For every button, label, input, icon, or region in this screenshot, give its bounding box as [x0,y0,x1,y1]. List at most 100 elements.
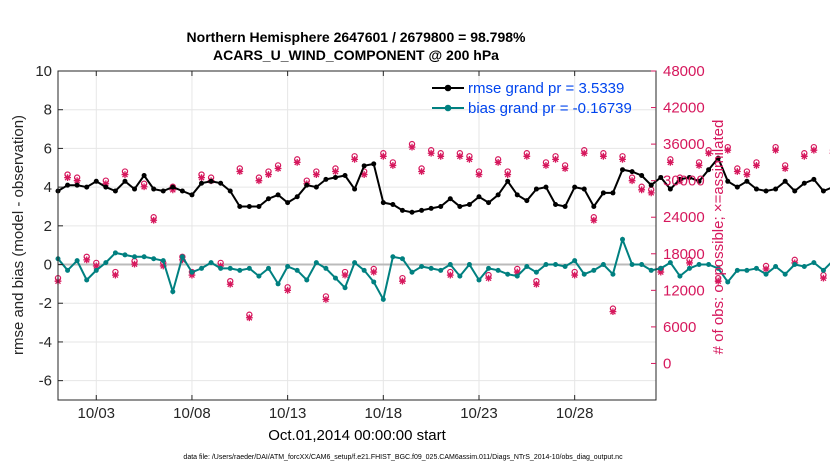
rmse-marker [744,178,750,184]
bias-marker [361,267,367,273]
obs-assimilated-marker [198,174,205,182]
obs-assimilated-marker [418,168,425,175]
x-axis-label: Oct.01,2014 00:00:00 start [268,427,446,444]
bias-marker [218,265,224,271]
rmse-marker [352,186,358,192]
obs-assimilated-marker [513,268,521,276]
bias-marker [246,265,252,271]
bias-marker [103,260,109,266]
x-axis: 10/03 10/08 10/13 10/18 10/23 10/28 [77,71,593,422]
bias-marker [753,265,759,271]
obs-assimilated-marker [332,168,339,175]
bias-marker [179,254,185,260]
obs-assimilated-marker [360,171,368,178]
obs-assimilated-marker [666,158,674,166]
bias-marker [486,265,492,271]
y-left-tick-label: 8 [44,102,52,119]
rmse-marker [466,202,472,208]
rmse-marker [380,200,386,206]
rmse-marker [122,178,128,184]
bias-marker [533,269,539,275]
rmse-marker [285,200,291,206]
rmse-marker [132,186,138,192]
rmse-marker [332,174,338,180]
bias-marker [773,263,779,269]
bias-marker [256,273,262,279]
y-axis-right: 48000 42000 36000 30000 24000 18000 12000 6000 0 [651,63,705,372]
rmse-marker [438,203,444,209]
bias-marker [686,265,692,271]
bias-marker [715,265,721,271]
bias-marker [677,273,683,279]
obs-assimilated-marker [590,216,598,224]
obs-assimilated-marker [284,286,292,294]
bias-marker [352,260,358,266]
obs-assimilated-marker [379,152,387,160]
rmse-marker [189,192,195,198]
bias-marker [782,271,788,277]
rmse-marker [505,178,511,184]
obs-assimilated-marker [274,165,282,172]
obs-assimilated-marker [628,177,636,185]
bias-marker [390,254,396,260]
legend-rmse-label: rmse grand pr = 3.5339 [468,80,624,97]
bias-marker [65,267,71,273]
rmse-marker [658,174,664,180]
bias-marker [629,262,635,268]
legend-bias-marker [444,104,452,112]
bias-marker [811,260,817,266]
obs-assimilated-marker [83,256,91,264]
rmse-marker [342,173,348,179]
obs-assimilated-marker [370,268,378,276]
bias-marker [141,254,147,260]
rmse-marker [160,188,166,194]
obs-assimilated-marker [753,162,760,169]
obs-assimilated-marker [733,168,741,175]
rmse-marker [265,196,271,202]
obs-assimilated-marker [657,268,665,276]
bias-marker [610,271,616,277]
y-left-tick-label: -6 [39,373,52,390]
rmse-marker [725,178,731,184]
rmse-marker [323,176,329,182]
obs-assimilated-marker [820,274,827,282]
rmse-marker [514,192,520,198]
bias-marker [696,262,702,268]
bias-marker [342,285,348,291]
obs-assimilated-marker [456,152,464,160]
y-right-tick-label: 6000 [663,319,696,336]
rmse-marker [447,196,453,202]
rmse-marker [792,188,798,194]
bias-marker [399,256,405,262]
obs-assimilated-marker [714,277,722,285]
y-right-tick-label: 42000 [663,100,705,117]
rmse-marker [753,186,759,192]
rmse-marker [275,192,281,198]
x-tick-label: 10/08 [173,405,211,422]
bias-marker [495,267,501,273]
bias-marker [667,260,673,266]
rmse-marker [495,192,501,198]
obs-assimilated-marker [255,177,263,185]
obs-assimilated-marker [437,152,445,160]
chart-title: Northern Hemisphere 2647601 / 2679800 = … [187,29,526,45]
bias-marker [122,252,128,258]
obs-assimilated-marker [446,271,454,279]
rmse-marker [667,186,673,192]
obs-assimilated-marker [542,162,550,169]
bias-marker [93,267,99,273]
bias-marker [332,275,338,281]
rmse-marker [361,163,367,169]
rmse-marker [620,167,626,173]
obs-assimilated-marker [322,296,330,303]
obs-assimilated-marker [312,171,320,178]
rmse-marker [390,202,396,208]
y-left-tick-label: -2 [39,295,52,312]
bias-marker [112,250,118,256]
y-left-tick-label: 6 [44,140,52,157]
rmse-marker [629,169,635,175]
obs-assimilated-marker [265,171,272,178]
bias-marker [658,265,664,271]
obs-assimilated-marker [580,149,588,157]
y-left-tick-label: 0 [44,257,52,274]
